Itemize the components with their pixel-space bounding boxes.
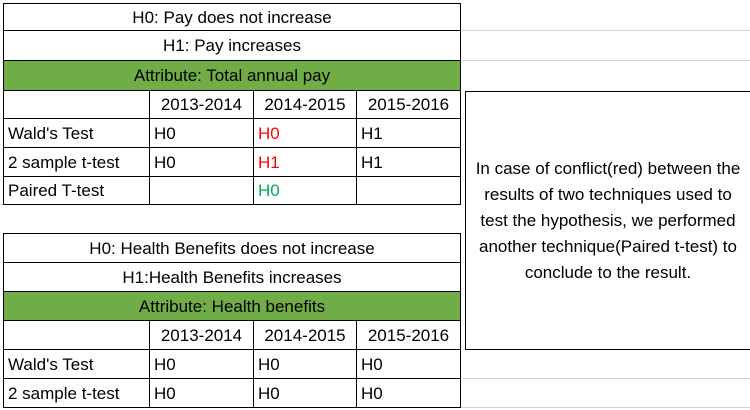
gridline xyxy=(461,30,750,31)
section1-col-header: 2013-2014 xyxy=(150,91,254,119)
section1-value-cell: H1 xyxy=(357,119,461,148)
section1-h1: H1: Pay increases xyxy=(3,31,461,61)
section1-corner-cell xyxy=(3,91,150,119)
gridline xyxy=(461,378,750,379)
conflict-note-text: In case of conflict(red) between the res… xyxy=(475,158,741,282)
section1-value-cell: H0 xyxy=(150,148,254,177)
section2-h0: H0: Health Benefits does not increase xyxy=(3,233,461,263)
section1-col-header: 2014-2015 xyxy=(254,91,357,119)
section2-corner-cell xyxy=(3,321,150,350)
gridline xyxy=(461,407,750,408)
conflict-note-box: In case of conflict(red) between the res… xyxy=(465,91,750,350)
section2-value-cell: H0 xyxy=(150,379,254,408)
section2-row-label: Wald's Test xyxy=(3,350,150,379)
section1-attribute-header: Attribute: Total annual pay xyxy=(3,61,461,91)
section1-value-cell xyxy=(357,177,461,205)
section2-col-header: 2013-2014 xyxy=(150,321,254,350)
section1-value-cell-conflict: H1 xyxy=(254,148,357,177)
section1-value-cell: H0 xyxy=(150,119,254,148)
section2-row-label: 2 sample t-test xyxy=(3,379,150,408)
gridline xyxy=(461,60,750,61)
section2-h1: H1:Health Benefits increases xyxy=(3,263,461,292)
section1-value-cell xyxy=(150,177,254,205)
section2-col-header: 2014-2015 xyxy=(254,321,357,350)
section2-value-cell: H0 xyxy=(150,350,254,379)
section1-row-label: Wald's Test xyxy=(3,119,150,148)
section2-value-cell: H0 xyxy=(357,379,461,408)
section1-col-header: 2015-2016 xyxy=(357,91,461,119)
section2-value-cell: H0 xyxy=(357,350,461,379)
section1-value-cell: H1 xyxy=(357,148,461,177)
section2-attribute-header: Attribute: Health benefits xyxy=(3,292,461,321)
section1-row-label: Paired T-test xyxy=(3,177,150,205)
section2-col-header: 2015-2016 xyxy=(357,321,461,350)
section2-value-cell: H0 xyxy=(254,379,357,408)
section1-h0: H0: Pay does not increase xyxy=(3,3,461,31)
section1-value-cell-conflict: H0 xyxy=(254,119,357,148)
section1-value-cell-resolved: H0 xyxy=(254,177,357,205)
section2-value-cell: H0 xyxy=(254,350,357,379)
section1-row-label: 2 sample t-test xyxy=(3,148,150,177)
